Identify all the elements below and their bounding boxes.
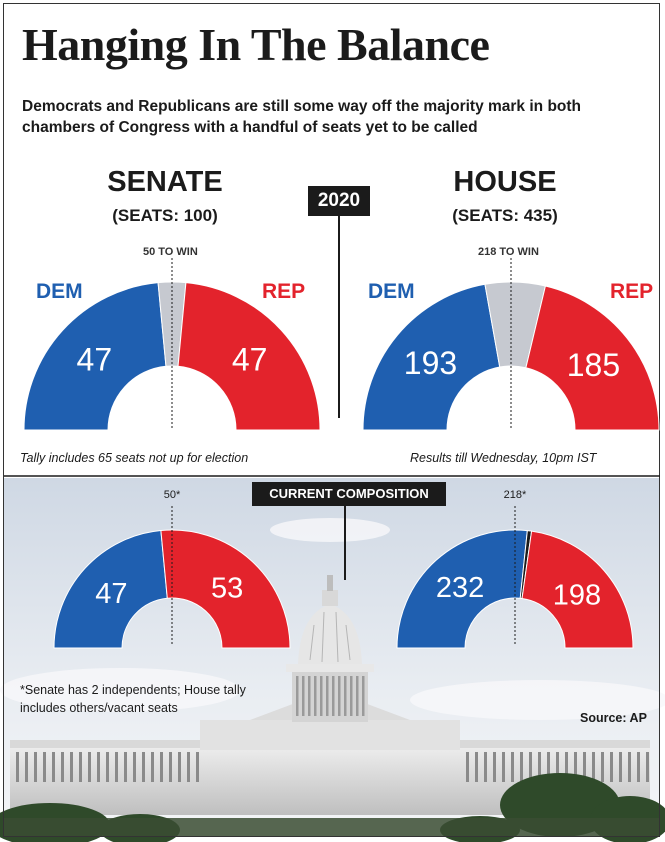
senate-current-value-rep: 53 <box>211 573 243 605</box>
senate-to-win: 50 TO WIN <box>143 246 198 258</box>
footnote: *Senate has 2 independents; House tally … <box>20 683 246 715</box>
senate-2020-slice-dem <box>23 282 167 431</box>
senate-current-majority-label: 50* <box>164 489 181 501</box>
headline: Hanging In The Balance <box>22 19 490 70</box>
house-2020-value-dem: 193 <box>404 345 457 381</box>
source-note: Source: AP <box>580 711 647 725</box>
year-badge: 2020 <box>308 186 370 216</box>
senate-current-slice-dem <box>53 529 168 649</box>
house-current-slice-dem <box>396 529 528 649</box>
house-2020-slice-dem <box>362 283 501 431</box>
house-to-win: 218 TO WIN <box>478 246 539 258</box>
senate-seats: (SEATS: 100) <box>112 206 218 225</box>
house-2020-slice-rep <box>525 285 660 431</box>
senate-title: SENATE <box>107 166 223 198</box>
senate-2020-value-dem: 47 <box>77 342 113 378</box>
house-title: HOUSE <box>453 166 557 198</box>
senate-rep-label: REP <box>262 280 306 303</box>
house-results-note: Results till Wednesday, 10pm IST <box>410 451 597 465</box>
senate-2020-slice-rep <box>177 282 321 431</box>
house-current-value-dem: 232 <box>436 572 484 604</box>
senate-current-value-dem: 47 <box>95 578 127 610</box>
subtitle: Democrats and Republicans are still some… <box>22 98 582 136</box>
senate-2020-chart: 47 47 <box>23 258 321 431</box>
house-rep-label: REP <box>610 280 654 303</box>
current-composition-badge: CURRENT COMPOSITION <box>252 482 446 506</box>
senate-2020-value-rep: 47 <box>232 342 268 378</box>
house-2020-chart: 193 185 <box>362 258 660 431</box>
senate-current-slice-rep <box>160 529 291 649</box>
house-current-slice-rep <box>521 530 634 649</box>
senate-current-chart: 47 53 50* <box>53 489 291 649</box>
house-current-value-rep: 198 <box>553 579 601 611</box>
house-dem-label: DEM <box>368 280 415 303</box>
senate-tally-note: Tally includes 65 seats not up for elect… <box>20 451 249 465</box>
senate-dem-label: DEM <box>36 280 83 303</box>
clouds <box>0 518 665 720</box>
house-seats: (SEATS: 435) <box>452 206 558 225</box>
house-current-chart: 232 198 218* <box>396 489 634 649</box>
house-2020-value-rep: 185 <box>567 347 620 383</box>
capitol-building <box>10 575 650 815</box>
frame <box>3 3 660 837</box>
house-current-majority-label: 218* <box>504 489 527 501</box>
